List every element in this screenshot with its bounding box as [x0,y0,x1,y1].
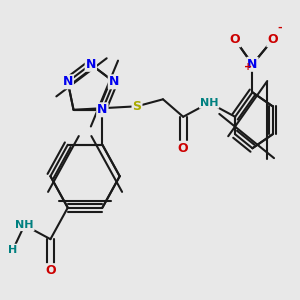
Text: O: O [230,33,240,46]
Text: S: S [133,100,142,113]
Text: N: N [97,103,108,116]
Text: NH: NH [200,98,218,108]
Text: O: O [178,142,188,155]
Text: N: N [86,58,96,71]
Text: -: - [278,22,282,33]
Text: N: N [63,75,73,88]
Text: +: + [244,62,252,72]
Text: N: N [247,58,258,71]
Text: O: O [267,33,278,46]
Text: N: N [109,75,119,88]
Text: O: O [45,264,56,277]
Text: NH: NH [15,220,34,230]
Text: H: H [8,245,18,255]
